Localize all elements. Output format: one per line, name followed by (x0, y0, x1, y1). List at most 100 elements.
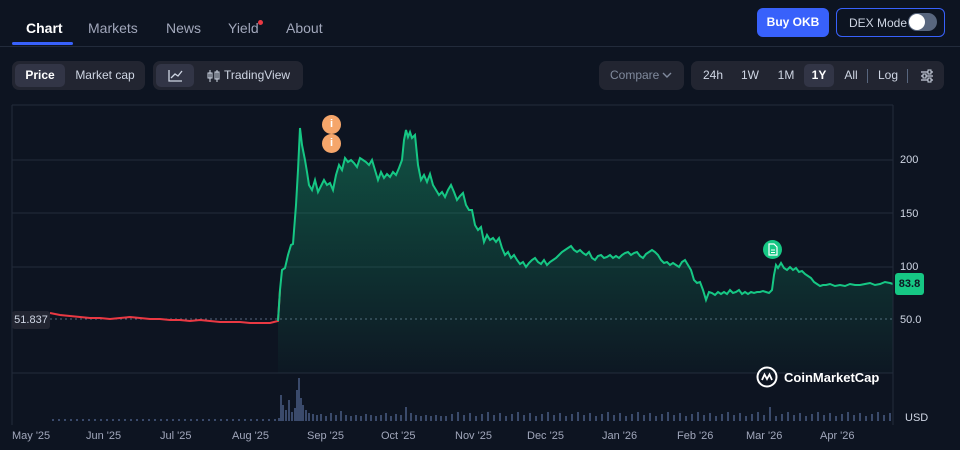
volume-bar (308, 413, 310, 421)
volume-bar (499, 413, 501, 421)
volume-bar (625, 416, 627, 421)
volume-bar (154, 419, 156, 421)
volume-bar (517, 412, 519, 421)
volume-bar (312, 414, 314, 421)
log-scale-button[interactable]: Log (877, 68, 899, 82)
volume-bar (285, 410, 287, 421)
toggle-switch[interactable] (908, 13, 937, 31)
range-1w[interactable]: 1W (741, 68, 759, 82)
volume-bar (727, 412, 729, 421)
volume-bar (553, 415, 555, 421)
volume-bar (100, 419, 102, 421)
volume-bar (208, 419, 210, 421)
price-line-above-start (277, 127, 894, 322)
volume-bar (390, 416, 392, 421)
volume-bar (781, 414, 783, 421)
y-tick-label: 200 (900, 154, 919, 166)
tab-about[interactable]: About (286, 20, 323, 36)
news-marker-icon[interactable] (763, 240, 782, 259)
volume-bar (202, 419, 204, 421)
candlestick-icon (207, 70, 220, 82)
currency-label: USD (905, 412, 929, 424)
sliders-icon (921, 69, 933, 83)
volume-bar (435, 415, 437, 421)
volume-bar (679, 413, 681, 421)
volume-bar (457, 412, 459, 421)
volume-bar (697, 412, 699, 421)
volume-bar (430, 416, 432, 421)
start-price-badge: 51.837 (12, 311, 50, 329)
document-icon (768, 243, 778, 256)
volume-bar (631, 414, 633, 421)
volume-bar (214, 419, 216, 421)
volume-bar (405, 407, 407, 421)
volume-bar (415, 415, 417, 421)
dex-mode-toggle[interactable]: DEX Mode (836, 8, 945, 37)
range-1y[interactable]: 1Y (804, 64, 834, 87)
volume-bar (733, 415, 735, 421)
volume-bar (385, 413, 387, 421)
volume-bar (124, 419, 126, 421)
price-line-below-start (49, 289, 281, 324)
volume-bar (655, 416, 657, 421)
volume-bar (325, 416, 327, 421)
tradingview-label: TradingView (224, 68, 291, 82)
volume-bar (799, 413, 801, 421)
buy-button[interactable]: Buy OKB (757, 8, 829, 37)
volume-bar (410, 413, 412, 421)
y-tick-label: 150 (900, 208, 919, 220)
volume-bar (667, 412, 669, 421)
volume-bar (859, 413, 861, 421)
compare-label: Compare (610, 68, 660, 82)
volume-bar (232, 419, 234, 421)
volume-bar (637, 412, 639, 421)
price-tab[interactable]: Price (15, 64, 65, 87)
volume-bar (316, 415, 318, 421)
volume-bar (487, 412, 489, 421)
volume-bar (835, 416, 837, 421)
range-1m[interactable]: 1M (777, 68, 795, 82)
compare-dropdown[interactable]: Compare (599, 61, 684, 90)
tab-chart[interactable]: Chart (26, 20, 63, 36)
volume-bar (751, 414, 753, 421)
volume-bar (320, 414, 322, 421)
volume-bar (106, 419, 108, 421)
volume-bar (440, 416, 442, 421)
current-price-badge: 83.8 (895, 273, 924, 295)
tab-news[interactable]: News (166, 20, 202, 36)
volume-bar (226, 419, 228, 421)
volume-bar (709, 413, 711, 421)
watermark-text: CoinMarketCap (784, 370, 880, 385)
volume-bar (451, 414, 453, 421)
range-all[interactable]: All (844, 68, 858, 82)
range-24h[interactable]: 24h (702, 68, 724, 82)
volume-bar (601, 414, 603, 421)
x-tick-label: Jan '26 (602, 430, 638, 442)
dex-mode-label: DEX Mode (849, 16, 908, 30)
event-marker-icon[interactable]: i (322, 115, 341, 134)
volume-bar (425, 415, 427, 421)
volume-bar (244, 419, 246, 421)
volume-bar (420, 416, 422, 421)
volume-bar (505, 416, 507, 421)
volume-bar (559, 413, 561, 421)
event-marker-icon[interactable]: i (322, 134, 341, 153)
volume-bar (829, 413, 831, 421)
volume-bar (739, 413, 741, 421)
tab-yield[interactable]: Yield (228, 20, 259, 36)
volume-bar (613, 415, 615, 421)
tradingview-button[interactable]: TradingView (201, 64, 301, 87)
line-chart-button[interactable] (156, 64, 194, 87)
market-cap-tab[interactable]: Market cap (75, 68, 135, 82)
volume-bar (166, 419, 168, 421)
volume-bar (769, 407, 771, 421)
volume-bar (256, 419, 258, 421)
volume-bar (268, 419, 270, 421)
tab-markets[interactable]: Markets (88, 20, 138, 36)
volume-bar (649, 413, 651, 421)
chart-settings-button[interactable] (913, 64, 941, 87)
volume-bar (841, 414, 843, 421)
range-selector: 24h 1W 1M 1Y All Log (691, 61, 944, 90)
volume-bar (877, 412, 879, 421)
